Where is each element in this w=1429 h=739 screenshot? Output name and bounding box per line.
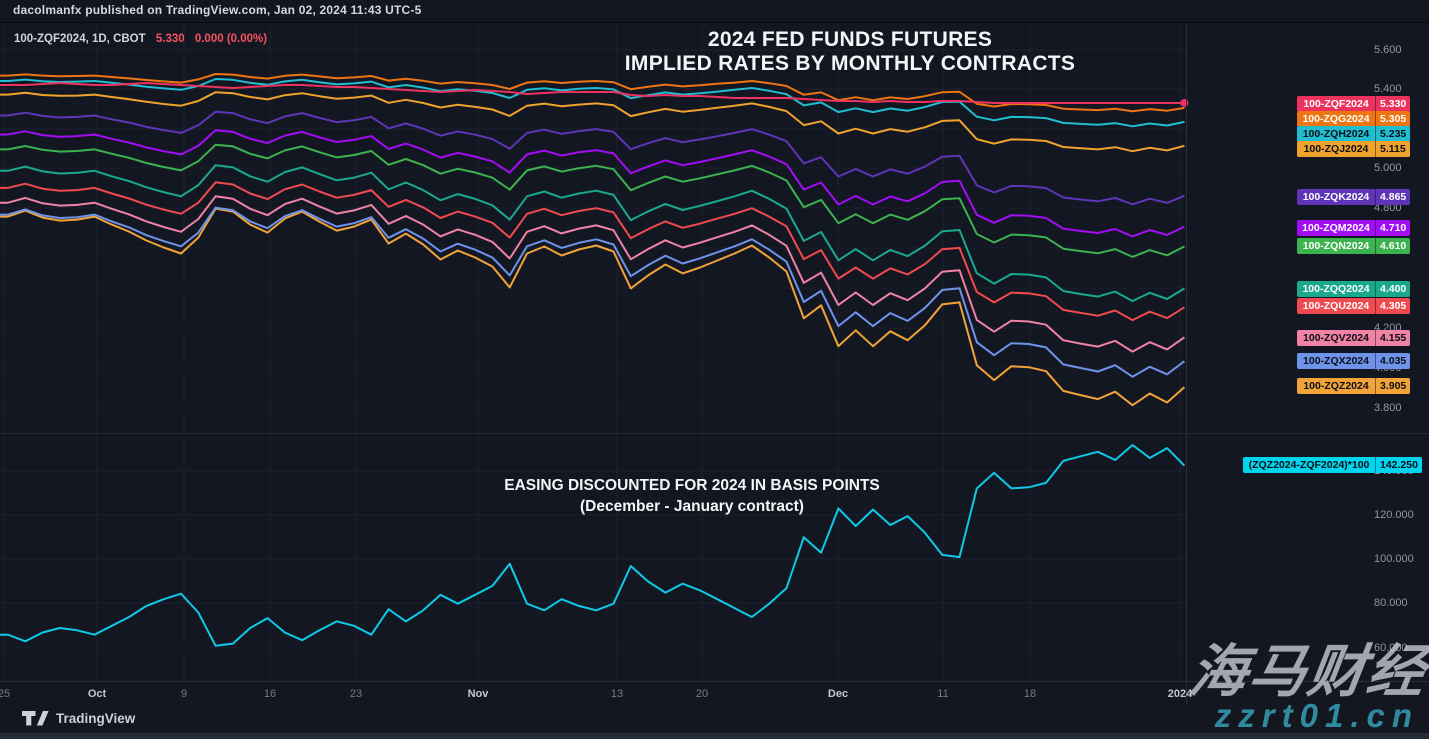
symbol-legend[interactable]: 100-ZQF2024, 1D, CBOT 5.330 0.000 (0.00%… <box>14 33 267 45</box>
time-tick-20: 20 <box>695 688 709 700</box>
time-tick-25: 25 <box>0 688 11 700</box>
price-label-pill: 100-ZQH2024 5.235 <box>1297 126 1411 142</box>
tradingview-logo-icon <box>22 711 49 726</box>
time-tick-18: 18 <box>1023 688 1037 700</box>
price-tick: 3.800 <box>1374 402 1402 414</box>
last-price: 5.330 <box>155 33 185 45</box>
price-tick: 120.000 <box>1374 509 1414 521</box>
panel-separator[interactable] <box>0 433 1429 434</box>
price-label-pill: 100-ZQN2024 4.610 <box>1297 238 1411 254</box>
tradingview-logo-text: TradingView <box>56 711 136 726</box>
bottom-panel-title-line2: (December - January contract) <box>580 498 804 515</box>
price-label-pill: 100-ZQG2024 5.305 <box>1297 111 1411 127</box>
bottom-panel-title: EASING DISCOUNTED FOR 2024 IN BASIS POIN… <box>504 475 880 517</box>
publish-bar: dacolmanfx published on TradingView.com,… <box>0 0 1429 23</box>
price-change: 0.000 (0.00%) <box>194 33 268 45</box>
price-tick: 80.000 <box>1374 597 1408 609</box>
price-tick: 100.000 <box>1374 553 1414 565</box>
price-label-pill: 100-ZQJ2024 5.115 <box>1297 141 1410 157</box>
price-tick: 5.600 <box>1374 44 1402 56</box>
time-tick-11: 11 <box>937 688 949 700</box>
price-label-pill: 100-ZQM2024 4.710 <box>1297 220 1411 236</box>
time-tick-Nov: Nov <box>467 688 489 700</box>
bottom-edge-bar <box>0 733 1429 739</box>
top-panel-title-line1: 2024 FED FUNDS FUTURES <box>707 28 993 51</box>
time-axis-separator <box>0 681 1429 682</box>
price-label-pill: (ZQZ2024-ZQF2024)*100 142.250 <box>1243 457 1422 473</box>
time-tick-2024: 2024 <box>1167 688 1193 700</box>
footer-bar: TradingView <box>0 705 1429 733</box>
time-tick-16: 16 <box>263 688 277 700</box>
time-tick-Oct: Oct <box>87 688 107 700</box>
price-label-pill: 100-ZQZ2024 3.905 <box>1297 378 1411 394</box>
price-tick: 4.800 <box>1374 202 1402 214</box>
top-panel-title-line2: IMPLIED RATES BY MONTHLY CONTRACTS <box>624 52 1076 75</box>
price-scale-separator <box>1186 22 1187 705</box>
watermark-cn: 海马财经 <box>1185 640 1429 704</box>
tradingview-logo[interactable]: TradingView <box>22 711 135 726</box>
time-tick-13: 13 <box>610 688 624 700</box>
top-panel-title: 2024 FED FUNDS FUTURES IMPLIED RATES BY … <box>625 28 1075 76</box>
symbol-name[interactable]: 100-ZQF2024, 1D, CBOT <box>14 33 146 45</box>
bottom-panel-title-line1: EASING DISCOUNTED FOR 2024 IN BASIS POIN… <box>504 477 880 494</box>
publish-text: dacolmanfx published on TradingView.com,… <box>13 3 422 17</box>
time-tick-9: 9 <box>180 688 188 700</box>
price-tick: 60.000 <box>1374 642 1408 654</box>
price-label-pill: 100-ZQQ2024 4.400 <box>1297 281 1411 297</box>
price-label-pill: 100-ZQX2024 4.035 <box>1297 353 1411 369</box>
price-label-pill: 100-ZQV2024 4.155 <box>1297 330 1411 346</box>
price-tick: 5.400 <box>1374 83 1402 95</box>
price-label-pill: 100-ZQU2024 4.305 <box>1297 298 1411 314</box>
price-tick: 5.000 <box>1374 162 1402 174</box>
time-tick-Dec: Dec <box>827 688 849 700</box>
time-tick-23: 23 <box>349 688 363 700</box>
gridlines <box>0 22 1186 681</box>
watermark-url: zzrt01.cn <box>1214 697 1419 734</box>
price-label-pill: 100-ZQF2024 5.330 <box>1297 96 1411 112</box>
series-lines <box>0 73 1186 647</box>
price-label-pill: 100-ZQK2024 4.865 <box>1297 189 1411 205</box>
